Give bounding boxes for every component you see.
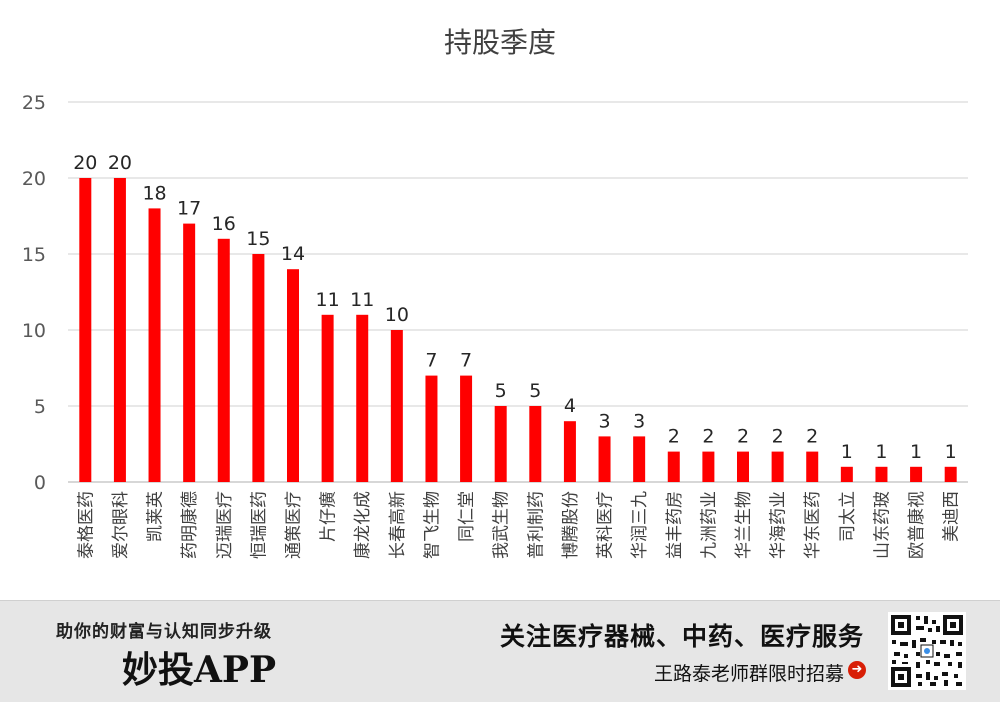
footer-follow-text: 关注医疗器械、中药、医疗服务 bbox=[499, 622, 864, 651]
bar bbox=[113, 178, 126, 482]
y-tick-label: 20 bbox=[22, 168, 46, 190]
data-label: 1 bbox=[841, 441, 853, 463]
data-label: 2 bbox=[772, 426, 784, 448]
category-label: 我武生物 bbox=[492, 491, 512, 559]
qr-code-icon bbox=[888, 612, 966, 690]
category-label: 美迪西 bbox=[942, 491, 962, 542]
category-label: 英科医疗 bbox=[596, 491, 616, 559]
bar bbox=[806, 451, 819, 482]
data-label: 10 bbox=[385, 304, 409, 326]
category-label: 华润三九 bbox=[630, 491, 650, 559]
category-label: 欧普康视 bbox=[907, 491, 927, 559]
bar bbox=[460, 375, 473, 482]
category-label: 九洲药业 bbox=[699, 491, 719, 559]
bar bbox=[494, 406, 507, 482]
y-tick-label: 25 bbox=[22, 92, 46, 114]
bar bbox=[840, 466, 853, 482]
y-tick-label: 0 bbox=[34, 472, 46, 494]
category-label: 华东医药 bbox=[803, 491, 823, 559]
data-label: 7 bbox=[425, 350, 437, 372]
data-label: 11 bbox=[316, 289, 340, 311]
chart-area: 持股季度 0 5 10 15 20 25 20 20 18 17 16 15 14 11 11 10 7 7 5 5… bbox=[21, 26, 968, 559]
category-label: 泰格医药 bbox=[76, 491, 96, 559]
bar bbox=[183, 223, 196, 482]
data-label: 2 bbox=[702, 426, 714, 448]
bar bbox=[390, 330, 403, 482]
data-label: 3 bbox=[598, 410, 610, 432]
bar bbox=[944, 466, 957, 482]
data-label: 11 bbox=[350, 289, 374, 311]
y-tick-label: 5 bbox=[34, 396, 46, 418]
data-label: 20 bbox=[108, 152, 132, 174]
y-axis-ticks: 0 5 10 15 20 25 bbox=[22, 92, 46, 494]
data-label: 14 bbox=[281, 243, 305, 265]
data-label: 2 bbox=[806, 426, 818, 448]
category-label: 华兰生物 bbox=[734, 491, 754, 559]
data-label: 1 bbox=[910, 441, 922, 463]
category-label: 智飞生物 bbox=[422, 491, 442, 559]
category-label: 司太立 bbox=[838, 491, 858, 542]
category-label: 华海药业 bbox=[769, 491, 789, 559]
data-label: 3 bbox=[633, 410, 645, 432]
category-label: 凯莱英 bbox=[146, 491, 166, 542]
bar bbox=[148, 208, 161, 482]
category-label: 迈瑞医疗 bbox=[215, 491, 235, 559]
bar bbox=[252, 254, 265, 482]
bar bbox=[79, 178, 92, 482]
data-label: 20 bbox=[73, 152, 97, 174]
category-label: 爱尔眼科 bbox=[111, 491, 131, 559]
footer-slogan: 助你的财富与认知同步升级 bbox=[56, 622, 272, 642]
category-labels: 泰格医药 爱尔眼科 凯莱英 药明康德 迈瑞医疗 恒瑞医药 通策医疗 片仔癀 康龙化成 长春高新 智飞… bbox=[76, 491, 961, 559]
footer-brand-logo: 妙投APP bbox=[122, 649, 277, 691]
category-label: 片仔癀 bbox=[319, 491, 339, 542]
data-label: 1 bbox=[945, 441, 957, 463]
data-label: 4 bbox=[564, 395, 576, 417]
data-label: 15 bbox=[246, 228, 270, 250]
category-label: 药明康德 bbox=[180, 491, 200, 559]
y-tick-label: 10 bbox=[22, 320, 46, 342]
y-tick-label: 15 bbox=[22, 244, 46, 266]
bar bbox=[633, 436, 646, 482]
bar bbox=[910, 466, 923, 482]
bar bbox=[737, 451, 749, 482]
data-label: 7 bbox=[460, 350, 472, 372]
bar bbox=[702, 451, 715, 482]
bar bbox=[563, 421, 576, 482]
bar bbox=[667, 451, 680, 482]
bar bbox=[425, 375, 438, 482]
data-label: 1 bbox=[875, 441, 887, 463]
category-label: 同仁堂 bbox=[457, 491, 477, 542]
bar bbox=[356, 314, 369, 482]
category-label: 博腾股份 bbox=[561, 491, 581, 559]
bar bbox=[287, 269, 299, 482]
data-label: 17 bbox=[177, 198, 201, 220]
data-label: 2 bbox=[668, 426, 680, 448]
category-label: 普利制药 bbox=[526, 491, 546, 559]
category-label: 康龙化成 bbox=[353, 491, 373, 559]
category-label: 长春高新 bbox=[388, 491, 408, 559]
bar bbox=[875, 466, 888, 482]
data-label: 16 bbox=[212, 213, 236, 235]
bars bbox=[79, 178, 957, 482]
bar bbox=[529, 406, 542, 482]
arrow-circle-icon[interactable]: ➜ bbox=[848, 661, 866, 679]
category-label: 恒瑞医药 bbox=[249, 491, 269, 559]
category-label: 通策医疗 bbox=[284, 491, 304, 559]
bar bbox=[771, 451, 784, 482]
category-label: 益丰药房 bbox=[665, 491, 685, 559]
footer-banner: 助你的财富与认知同步升级 妙投APP 关注医疗器械、中药、医疗服务 王路泰老师群… bbox=[0, 600, 1000, 702]
category-label: 山东药玻 bbox=[872, 491, 892, 559]
data-label: 5 bbox=[495, 380, 507, 402]
data-label: 18 bbox=[142, 182, 166, 204]
bar bbox=[598, 436, 611, 482]
data-label: 2 bbox=[737, 426, 749, 448]
chart-title: 持股季度 bbox=[444, 26, 556, 59]
bar bbox=[321, 314, 334, 482]
bar bbox=[217, 238, 230, 482]
gridlines bbox=[68, 101, 968, 483]
data-label: 5 bbox=[529, 380, 541, 402]
footer-recruit-text[interactable]: 王路泰老师群限时招募 bbox=[653, 663, 844, 685]
